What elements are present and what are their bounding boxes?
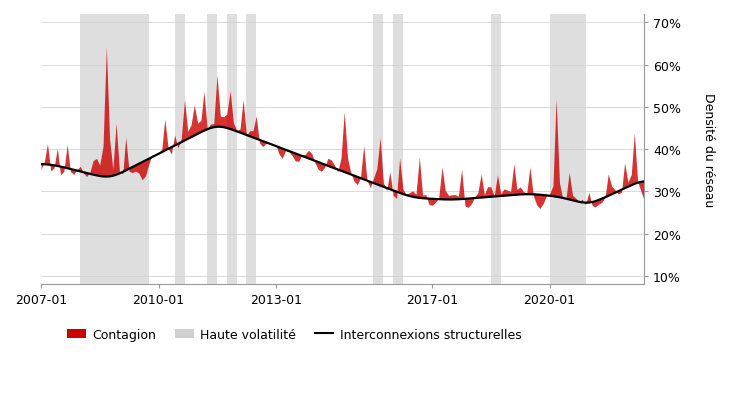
Bar (207, 15, 217, 285)
Bar (247, 15, 256, 285)
Bar (374, 15, 383, 285)
Bar (550, 15, 585, 285)
Bar (80, 15, 149, 285)
Bar (491, 15, 501, 285)
Bar (227, 15, 237, 285)
Bar (393, 15, 403, 285)
Legend: Contagion, Haute volatilité, Interconnexions structurelles: Contagion, Haute volatilité, Interconnex… (62, 323, 526, 346)
Y-axis label: Densité du réseau: Densité du réseau (702, 93, 715, 207)
Bar (174, 15, 185, 285)
